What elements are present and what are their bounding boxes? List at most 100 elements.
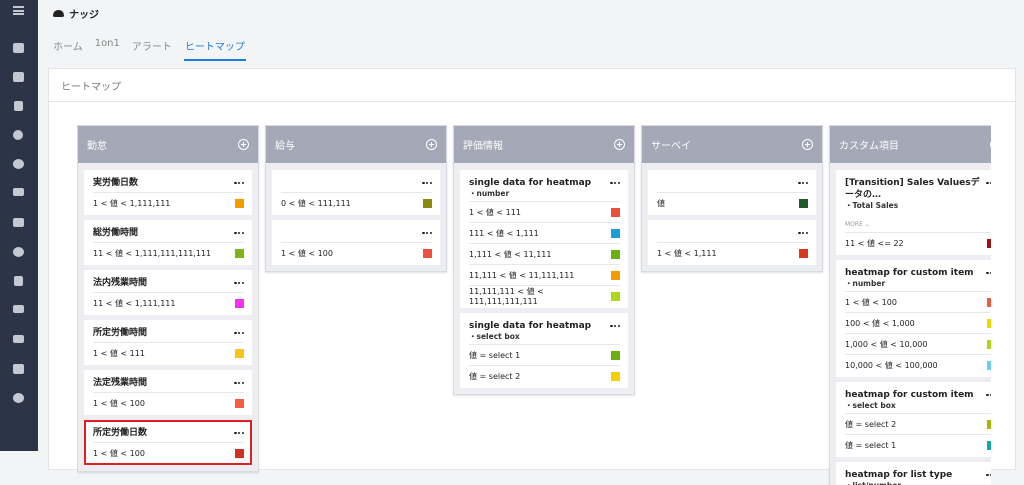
card-menu[interactable]	[986, 177, 991, 185]
add-button[interactable]	[238, 139, 249, 150]
threshold-row: 1 < 値 < 100	[93, 442, 244, 463]
threshold-label: 11 < 値 < 1,111,111,111,111	[93, 248, 212, 258]
card-menu[interactable]	[798, 177, 808, 185]
column-title: 評価情報	[463, 141, 503, 152]
nav-icon[interactable]	[13, 188, 24, 196]
card-menu[interactable]	[610, 177, 620, 185]
threshold-label: 1 < 値 < 111	[469, 207, 521, 217]
column-body: 0 < 値 < 111,111 1 < 値 < 100	[266, 163, 446, 271]
card-header: 所定労働時間	[93, 322, 244, 342]
add-button[interactable]	[990, 139, 991, 150]
heatmap-card: single data for heatmap ・number 1 < 値 < 11…	[460, 170, 628, 308]
more-link[interactable]: MORE ⌄	[845, 221, 870, 228]
menu-toggle[interactable]	[13, 6, 24, 15]
nav-icon[interactable]	[13, 218, 24, 227]
menu-dot	[610, 325, 613, 328]
color-swatch	[611, 228, 620, 238]
nav-icon[interactable]	[13, 305, 24, 313]
heatmap-card: 所定労働日数 1 < 値 < 100	[84, 420, 252, 465]
menu-dot	[617, 325, 620, 328]
nav-icon[interactable]	[13, 335, 24, 343]
nav-icon[interactable]	[14, 276, 23, 286]
divider	[49, 101, 1015, 102]
column-body: 値 1 < 値 < 1,111	[642, 163, 822, 271]
nav-icon[interactable]	[13, 43, 24, 53]
column-body: single data for heatmap ・number 1 < 値 < 11…	[454, 163, 634, 394]
card-menu[interactable]	[422, 177, 432, 185]
nav-icon[interactable]	[13, 393, 24, 403]
heatmap-card: 1 < 値 < 100	[272, 220, 440, 265]
menu-dot	[241, 432, 244, 435]
menu-dot	[990, 394, 991, 397]
threshold-label: 1,111 < 値 < 11,111	[469, 249, 552, 259]
card-heading: single data for heatmap ・select box	[469, 320, 591, 342]
threshold-label: 1 < 値 < 100	[93, 398, 145, 408]
menu-dot	[986, 182, 989, 185]
tab[interactable]: ホーム	[53, 42, 83, 53]
menu-dot	[986, 272, 989, 275]
menu-dot	[238, 432, 241, 435]
heatmap-column: 給与 0 < 値 < 111,111 1 < 値 < 100	[265, 125, 447, 272]
add-button[interactable]	[802, 139, 813, 150]
card-menu[interactable]	[234, 377, 244, 385]
tab[interactable]: ヒートマップ	[183, 38, 246, 61]
threshold-row: 1 < 値 < 111	[469, 201, 620, 222]
menu-dot	[422, 232, 425, 235]
menu-dot	[234, 182, 237, 185]
threshold-row: 11 < 値 < 1,111,111,111,111	[93, 242, 244, 263]
column-header: 勤怠	[78, 126, 258, 163]
threshold-row: 値 = select 1	[469, 344, 620, 365]
threshold-label: 値	[657, 198, 665, 208]
card-title: 所定労働日数	[93, 428, 148, 438]
card-menu[interactable]	[986, 267, 991, 275]
menu-dot	[805, 232, 808, 235]
card-header: heatmap for custom item ・number	[845, 262, 991, 291]
color-swatch	[799, 248, 808, 258]
card-menu[interactable]	[610, 320, 620, 328]
heatmap-card: 所定労働時間 1 < 値 < 111	[84, 320, 252, 365]
tab[interactable]: アラート	[131, 42, 172, 53]
logo-icon	[53, 10, 64, 17]
column-title: カスタム項目	[839, 141, 899, 152]
color-swatch	[423, 198, 432, 208]
card-menu[interactable]	[234, 177, 244, 185]
color-swatch	[987, 419, 991, 429]
nav-icon[interactable]	[13, 364, 24, 374]
card-menu[interactable]	[422, 227, 432, 235]
heatmap-card: 0 < 値 < 111,111	[272, 170, 440, 215]
column-title: サーベイ	[651, 141, 691, 152]
nav-icon[interactable]	[14, 101, 23, 111]
card-menu[interactable]	[798, 227, 808, 235]
add-button[interactable]	[426, 139, 437, 150]
add-button[interactable]	[614, 139, 625, 150]
card-menu[interactable]	[986, 469, 991, 477]
nav-icon[interactable]	[13, 159, 24, 169]
card-menu[interactable]	[234, 327, 244, 335]
nav-icon[interactable]	[13, 130, 23, 140]
card-title: heatmap for custom item	[845, 268, 974, 278]
menu-dot	[986, 394, 989, 397]
tab[interactable]: 1on1	[94, 38, 120, 49]
color-swatch	[611, 249, 620, 259]
heatmap-card: heatmap for custom item ・select box 値 = se…	[836, 382, 991, 457]
card-menu[interactable]	[986, 389, 991, 397]
card-header: 実労働日数	[93, 172, 244, 192]
nav-icon[interactable]	[13, 247, 24, 257]
menu-dot	[234, 432, 237, 435]
menu-dot	[614, 182, 617, 185]
card-heading: 総労働時間	[93, 227, 138, 239]
nav-icon[interactable]	[13, 72, 24, 82]
menu-dot	[805, 182, 808, 185]
card-menu[interactable]	[234, 227, 244, 235]
menu-dot	[241, 232, 244, 235]
card-menu[interactable]	[234, 427, 244, 435]
heatmap-card: 総労働時間 11 < 値 < 1,111,111,111,111	[84, 220, 252, 265]
panel: ヒートマップ 勤怠 実労働日数 1 < 値 < 1,111,111 総労働時間 11 <…	[48, 68, 1016, 485]
column-header: カスタム項目	[830, 126, 991, 163]
menu-dot	[238, 332, 241, 335]
threshold-row: 1,111 < 値 < 11,111	[469, 243, 620, 264]
heatmap-card: 法定残業時間 1 < 値 < 100	[84, 370, 252, 415]
menu-dot	[990, 474, 991, 477]
card-menu[interactable]	[234, 277, 244, 285]
color-swatch	[235, 298, 244, 308]
